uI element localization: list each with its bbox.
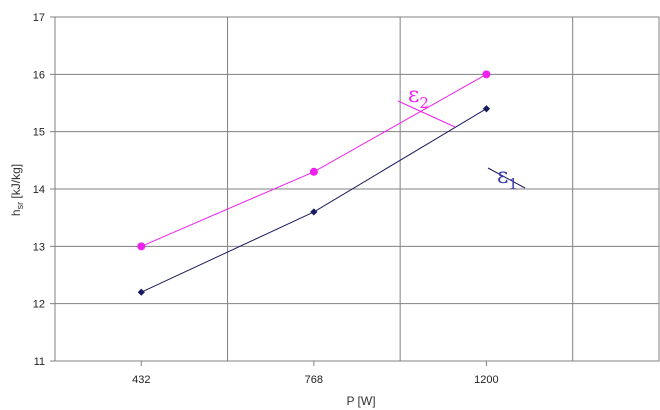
- y-tick-label: 13: [33, 241, 45, 253]
- data-point-eps1: [482, 105, 491, 113]
- x-tick-labels: 432 768 1200: [132, 361, 499, 386]
- series-group: [137, 70, 491, 296]
- x-tick-label: 1200: [474, 374, 498, 386]
- data-point-eps1: [310, 208, 318, 216]
- y-axis-label-rest: [kJ/kg]: [9, 164, 23, 202]
- series-label-eps2: ε2: [397, 83, 456, 128]
- series-label-eps2-main: ε: [408, 83, 419, 108]
- y-tick-label: 15: [33, 127, 45, 139]
- svg-text:ε2: ε2: [408, 83, 429, 112]
- series-label-eps1-sub: 1: [508, 175, 518, 193]
- y-tick-label: 14: [33, 184, 45, 196]
- data-point-eps2: [309, 167, 318, 176]
- y-tick-label: 11: [34, 356, 45, 368]
- y-axis-label-main: h: [9, 209, 23, 216]
- y-tick-label: 16: [33, 69, 45, 81]
- series-label-eps2-sub: 2: [419, 94, 429, 112]
- series-label-eps1-leader: [487, 167, 526, 189]
- y-tick-label: 17: [33, 12, 45, 24]
- grid-lines: [55, 17, 659, 361]
- x-tick-label: 432: [132, 374, 150, 386]
- y-tick-label: 12: [33, 299, 45, 311]
- data-point-eps2: [137, 242, 146, 251]
- series-label-eps2-leader: [397, 100, 456, 128]
- x-tick-label: 768: [305, 374, 323, 386]
- series-label-eps1-main: ε: [497, 164, 508, 189]
- data-point-eps2: [482, 70, 491, 79]
- data-point-eps1: [137, 288, 145, 296]
- y-axis-label-sub: sr: [15, 202, 25, 210]
- y-tick-labels: 11 12 13 14 15 16 17: [33, 12, 55, 368]
- y-axis-label: hsr [kJ/kg]: [9, 164, 25, 216]
- svg-text:ε1: ε1: [497, 164, 518, 193]
- series-label-eps1: ε1: [487, 164, 526, 193]
- x-axis-label: P [W]: [346, 394, 375, 408]
